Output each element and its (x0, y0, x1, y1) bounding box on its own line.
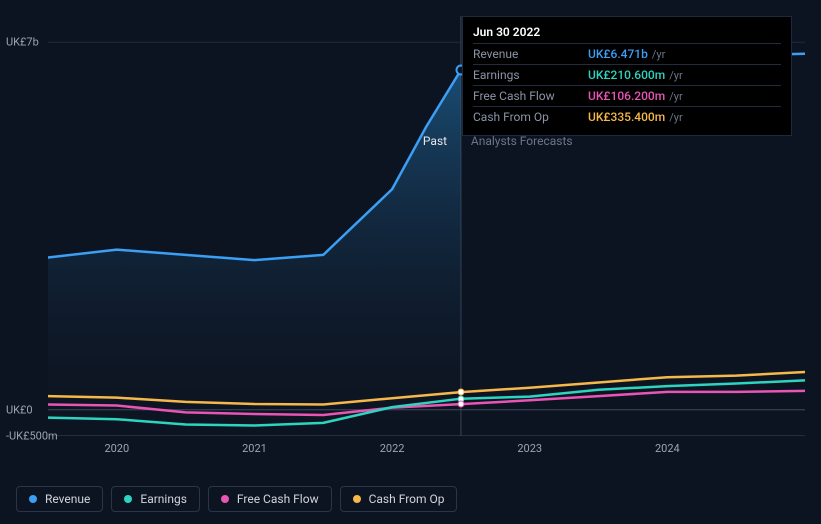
legend-item-cfo[interactable]: Cash From Op (340, 486, 458, 512)
legend-label: Cash From Op (369, 492, 445, 506)
legend-item-fcf[interactable]: Free Cash Flow (208, 486, 332, 512)
tooltip-row-label: Earnings (473, 68, 588, 82)
x-axis-label: 2021 (242, 442, 267, 455)
legend-label: Revenue (45, 492, 90, 506)
tooltip-row-label: Cash From Op (473, 110, 588, 124)
tooltip: Jun 30 2022 RevenueUK£6.471b/yrEarningsU… (462, 16, 792, 136)
tooltip-row-value: UK£6.471b (588, 47, 648, 61)
past-label: Past (423, 134, 447, 148)
legend-dot (221, 495, 229, 503)
tooltip-title: Jun 30 2022 (473, 25, 781, 43)
tooltip-row-label: Free Cash Flow (473, 89, 588, 103)
tooltip-row: RevenueUK£6.471b/yr (473, 43, 781, 64)
tooltip-row-value: UK£335.400m (588, 110, 665, 124)
y-axis-label: -UK£500m (6, 430, 58, 443)
legend-label: Earnings (140, 492, 187, 506)
tooltip-row: Free Cash FlowUK£106.200m/yr (473, 85, 781, 106)
tooltip-row-label: Revenue (473, 47, 588, 61)
tooltip-row-value: UK£106.200m (588, 89, 665, 103)
y-axis-label: UK£0 (6, 403, 33, 416)
x-axis-label: 2022 (380, 442, 405, 455)
tooltip-row-unit: /yr (669, 111, 682, 124)
tooltip-row-unit: /yr (669, 90, 682, 103)
y-axis-label: UK£7b (6, 36, 39, 49)
legend-label: Free Cash Flow (237, 492, 319, 506)
forecast-label: Analysts Forecasts (471, 134, 573, 148)
legend-item-earnings[interactable]: Earnings (111, 486, 200, 512)
x-axis-label: 2020 (104, 442, 129, 455)
hover-marker (457, 401, 464, 408)
tooltip-row: Cash From OpUK£335.400m/yr (473, 106, 781, 127)
legend-dot (29, 495, 37, 503)
tooltip-row-value: UK£210.600m (588, 68, 665, 82)
hover-marker (457, 389, 464, 396)
x-axis-label: 2024 (655, 442, 680, 455)
tooltip-row-unit: /yr (669, 69, 682, 82)
legend-item-revenue[interactable]: Revenue (16, 486, 103, 512)
legend-dot (353, 495, 361, 503)
tooltip-row-unit: /yr (652, 48, 665, 61)
tooltip-row: EarningsUK£210.600m/yr (473, 64, 781, 85)
legend-dot (124, 495, 132, 503)
legend: Revenue Earnings Free Cash Flow Cash From O… (16, 486, 457, 512)
x-axis-label: 2023 (517, 442, 542, 455)
